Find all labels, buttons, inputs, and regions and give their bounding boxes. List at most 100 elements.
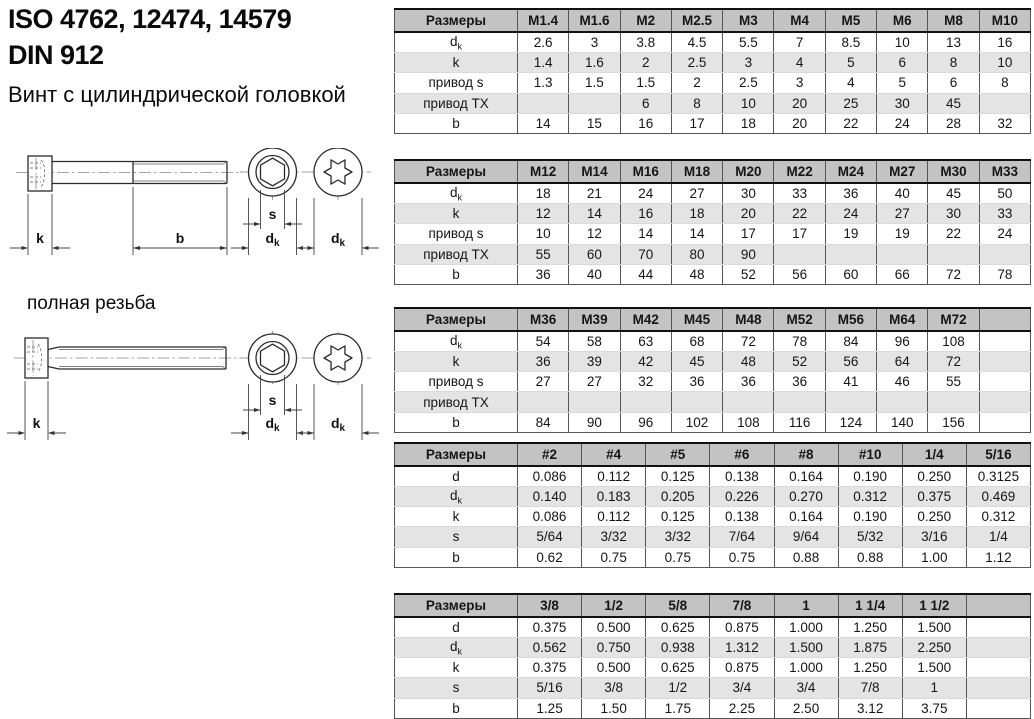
dimension-value: 0.125 <box>645 465 710 487</box>
dimension-row-label: d <box>394 616 518 638</box>
dk-dim-label: dk <box>265 230 280 249</box>
dimension-value <box>965 637 1031 659</box>
table-row: dk 0.140 0.183 0.205 0.226 0.270 0.312 0.375 0.4… <box>394 486 1031 508</box>
dimension-value: 66 <box>876 264 928 285</box>
dimension-row-label: k <box>394 657 518 679</box>
dimension-value: 5.5 <box>722 32 774 54</box>
dimension-value: 5/16 <box>516 677 582 699</box>
table-row: привод s 27 27 32 36 36 36 41 46 55 <box>394 371 1031 393</box>
dimension-value: 19 <box>824 223 877 245</box>
dimension-value: 46 <box>876 371 928 393</box>
size-header: #5 <box>645 442 710 467</box>
screw-drawing-full-thread: k s dk dk <box>7 331 379 440</box>
dimension-value: 0.375 <box>516 657 582 679</box>
dimension-value: 0.62 <box>516 547 582 568</box>
dimension-value: 27 <box>516 371 569 393</box>
dimension-value: 90 <box>722 244 774 265</box>
dimension-value <box>965 616 1031 638</box>
dimension-value: 96 <box>619 412 672 433</box>
dimension-value <box>516 391 569 413</box>
dimension-value: 108 <box>722 412 774 433</box>
dimension-value: 7/64 <box>709 526 774 548</box>
torx-end-view: dk <box>296 332 379 440</box>
dimension-value: 0.205 <box>645 486 710 508</box>
dimension-value: 0.469 <box>965 486 1031 508</box>
dimension-value: 30 <box>722 182 774 205</box>
dimension-value: 0.140 <box>516 486 582 508</box>
dimension-value: 5/64 <box>516 526 582 548</box>
size-header: M30 <box>927 159 980 184</box>
dimension-value: 0.875 <box>709 616 774 638</box>
dimension-row-label: s <box>394 677 518 699</box>
size-header: M1.6 <box>568 9 621 33</box>
size-header: M20 <box>722 159 774 184</box>
dimension-value <box>773 244 826 265</box>
dimension-value: 0.112 <box>581 465 646 487</box>
dimension-value <box>670 391 723 413</box>
dimension-row-label: b <box>394 547 518 568</box>
dimension-value: 45 <box>927 93 980 114</box>
dimension-value: 156 <box>927 412 980 433</box>
dimension-value <box>516 93 569 114</box>
table-row: dk 0.562 0.750 0.938 1.312 1.500 1.875 2.250 <box>394 637 1031 659</box>
dimension-value: 22 <box>824 113 877 134</box>
dimension-value: 15 <box>568 113 621 134</box>
dimension-value <box>927 391 980 413</box>
dimension-value: 10 <box>516 223 569 245</box>
dimension-value: 7 <box>773 32 826 54</box>
table-row: привод TX <box>394 391 1031 413</box>
dimension-row-label: d <box>394 465 518 487</box>
dimension-value: 14 <box>670 223 723 245</box>
table-row: k 12 14 16 18 20 22 24 27 30 33 <box>394 203 1031 225</box>
dimension-row-label: k <box>394 203 518 225</box>
dimension-value: 78 <box>978 264 1031 285</box>
dimension-value: 0.625 <box>645 657 710 679</box>
size-header: M18 <box>670 159 723 184</box>
dimension-value: 16 <box>619 203 672 225</box>
product-subtitle: Винт с цилиндрической головкой <box>8 82 346 107</box>
dimension-value: 36 <box>824 182 877 205</box>
datasheet-page: { "page": { "title_line1": "ISO 4762, 12… <box>7 2 1031 719</box>
dimension-value: 12 <box>516 203 569 225</box>
dimension-value: 45 <box>927 182 980 205</box>
dimension-value <box>824 244 877 265</box>
standards-title: ISO 4762, 12474, 14579 DIN 912 <box>8 2 292 73</box>
dimension-value: 24 <box>876 113 928 134</box>
size-header: #2 <box>516 442 582 467</box>
size-header <box>978 307 1031 332</box>
dimension-value: 3 <box>773 72 826 94</box>
dimension-value: 3/32 <box>581 526 646 548</box>
dimension-row-label: k <box>394 52 518 74</box>
table-row: k 1.4 1.6 2 2.5 3 4 5 6 8 10 <box>394 52 1031 74</box>
dimension-value: 80 <box>670 244 723 265</box>
dimension-value: 42 <box>619 351 672 373</box>
dimension-value <box>619 391 672 413</box>
size-header: M48 <box>722 307 774 332</box>
dimension-value: 32 <box>619 371 672 393</box>
dimension-value: 21 <box>568 182 621 205</box>
table-row: s 5/16 3/8 1/2 3/4 3/4 7/8 1 <box>394 677 1031 699</box>
dimension-value: 18 <box>670 203 723 225</box>
dimensions-table: Размеры 3/8 1/2 5/8 7/8 1 1 1/4 1 1/2 d 0.375 0.50… <box>394 592 1031 719</box>
standards-title-line1: ISO 4762, 12474, 14579 <box>8 4 292 34</box>
dimension-value: 1.50 <box>581 698 646 719</box>
dimension-value: 36 <box>516 264 569 285</box>
dimension-value: 17 <box>722 223 774 245</box>
table-row: привод TX 6 8 10 20 25 30 45 <box>394 93 1031 114</box>
dimensions-table: Размеры M36 M39 M42 M45 M48 M52 M56 M64 M72 dk 54 58… <box>394 306 1031 433</box>
dimension-value: 0.138 <box>709 506 774 528</box>
size-header <box>965 593 1031 618</box>
dimension-row-label: b <box>394 264 518 285</box>
dimension-value: 8 <box>670 93 723 114</box>
dimension-value: 0.164 <box>773 465 839 487</box>
dimension-row-label: k <box>394 506 518 528</box>
dimension-row-label: привод s <box>394 371 518 393</box>
table-row: dk 54 58 63 68 72 78 84 96 108 <box>394 330 1031 353</box>
dimension-value: 10 <box>722 93 774 114</box>
dimension-value: 72 <box>927 351 980 373</box>
size-header: M22 <box>773 159 826 184</box>
dimension-value: 3/4 <box>709 677 774 699</box>
dimension-value <box>965 698 1031 719</box>
size-header: M1.4 <box>516 9 569 33</box>
dimension-value <box>978 391 1031 413</box>
